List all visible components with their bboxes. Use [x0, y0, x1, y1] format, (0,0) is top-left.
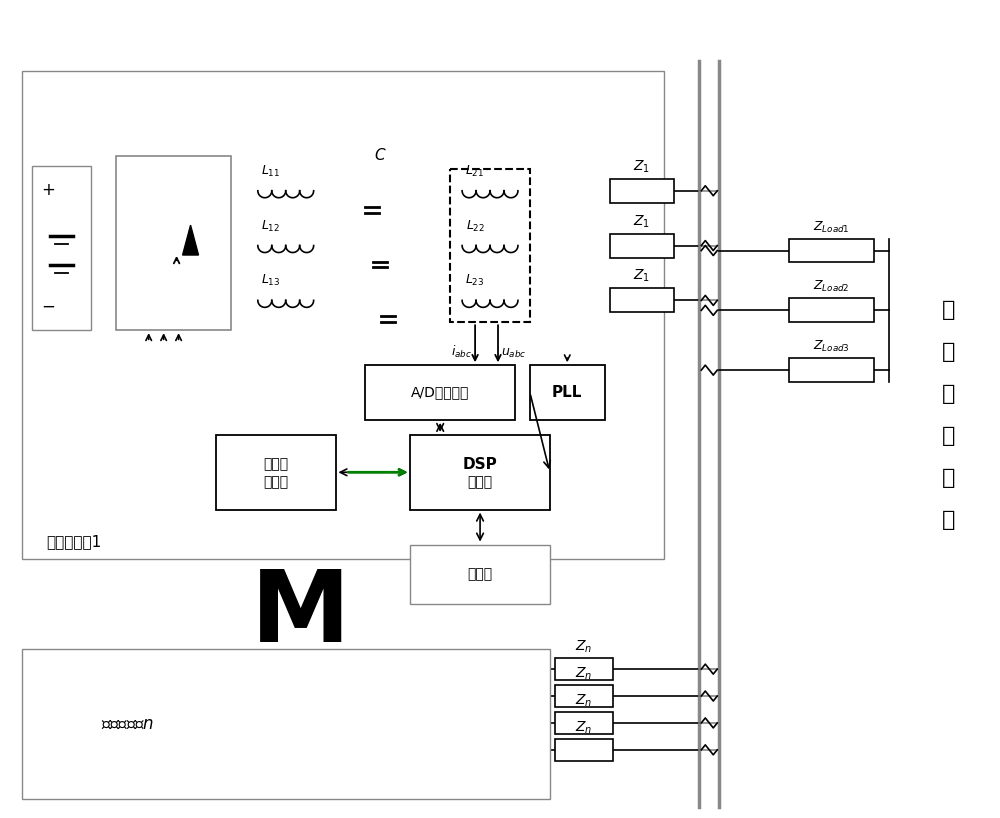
- Text: 流: 流: [942, 426, 955, 446]
- Text: M: M: [251, 566, 350, 663]
- Text: $Z_n$: $Z_n$: [575, 693, 592, 709]
- Text: $L_{12}$: $L_{12}$: [261, 218, 280, 234]
- Bar: [216, 435, 336, 510]
- Bar: [555, 685, 613, 707]
- Text: 校: 校: [942, 510, 955, 529]
- Text: DSP: DSP: [463, 456, 497, 472]
- Bar: [610, 179, 674, 203]
- Text: 触摸屏: 触摸屏: [468, 568, 493, 582]
- Text: 驱动保: 驱动保: [263, 457, 288, 471]
- Bar: [789, 299, 874, 322]
- Text: $Z_{Load1}$: $Z_{Load1}$: [813, 219, 850, 235]
- Text: $C$: $C$: [374, 147, 387, 163]
- Text: $L_{21}$: $L_{21}$: [465, 164, 485, 179]
- Text: 护电路: 护电路: [263, 475, 288, 489]
- Bar: [610, 289, 674, 312]
- Polygon shape: [183, 225, 199, 255]
- Text: 三相逆变器$n$: 三相逆变器$n$: [101, 715, 155, 733]
- Text: $Z_n$: $Z_n$: [575, 666, 592, 682]
- Text: PLL: PLL: [552, 385, 582, 400]
- Text: 交: 交: [942, 384, 955, 404]
- Text: $Z_{Load3}$: $Z_{Load3}$: [813, 339, 850, 354]
- Bar: [410, 545, 550, 605]
- Bar: [789, 358, 874, 382]
- Bar: [32, 166, 91, 330]
- Bar: [365, 365, 515, 420]
- Text: $Z_1$: $Z_1$: [633, 213, 651, 230]
- Bar: [555, 658, 613, 680]
- Text: 控制器: 控制器: [468, 475, 493, 489]
- Text: 微: 微: [942, 300, 955, 321]
- Text: $L_{11}$: $L_{11}$: [261, 164, 280, 179]
- Text: A/D采样电路: A/D采样电路: [411, 385, 469, 399]
- Text: +: +: [42, 181, 55, 199]
- Text: $Z_n$: $Z_n$: [575, 720, 592, 736]
- Text: $Z_1$: $Z_1$: [633, 159, 651, 175]
- Bar: [450, 169, 530, 322]
- Text: $i_{abc}$: $i_{abc}$: [451, 344, 472, 360]
- Text: $L_{22}$: $L_{22}$: [466, 218, 485, 234]
- Text: 网: 网: [942, 342, 955, 362]
- Bar: [610, 234, 674, 258]
- Bar: [410, 435, 550, 510]
- Bar: [116, 156, 231, 330]
- Text: 母: 母: [942, 468, 955, 488]
- Text: $Z_n$: $Z_n$: [575, 639, 592, 655]
- Text: −: −: [42, 297, 55, 315]
- Bar: [789, 239, 874, 263]
- Bar: [22, 649, 550, 798]
- Text: $Z_{Load2}$: $Z_{Load2}$: [813, 279, 850, 294]
- Bar: [22, 71, 664, 560]
- Text: $L_{23}$: $L_{23}$: [465, 273, 485, 289]
- Text: $L_{13}$: $L_{13}$: [261, 273, 280, 289]
- Text: $u_{abc}$: $u_{abc}$: [501, 347, 527, 360]
- Bar: [555, 739, 613, 761]
- Bar: [530, 365, 605, 420]
- Text: $Z_1$: $Z_1$: [633, 268, 651, 285]
- Bar: [555, 712, 613, 734]
- Text: 三相逆变器1: 三相逆变器1: [47, 534, 102, 549]
